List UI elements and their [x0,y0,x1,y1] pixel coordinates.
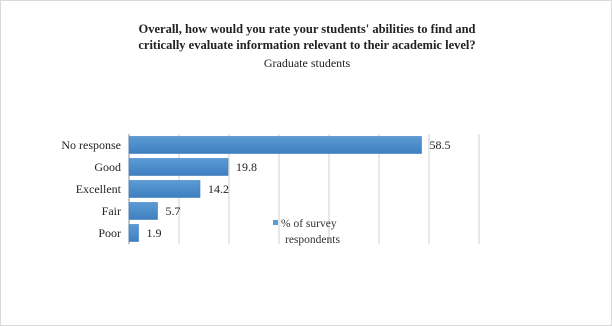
legend-label-line-2: respondents [285,234,340,246]
category-label-good: Good [94,160,121,174]
chart-subtitle: Graduate students [263,56,351,70]
category-label-excellent: Excellent [76,182,122,196]
category-label-poor: Poor [98,226,121,240]
data-label-good: 19.8 [236,160,257,174]
data-label-poor: 1.9 [147,226,162,240]
data-label-no-response: 58.5 [430,138,451,152]
category-label-no-response: No response [61,138,121,152]
category-label-fair: Fair [102,204,121,218]
bar-fair [128,202,158,220]
bar-poor [128,224,139,242]
data-label-excellent: 14.2 [208,182,229,196]
legend-label-line-1: % of survey [281,218,337,230]
chart-legend: % of survey respondents [273,216,383,248]
chart-title-line-2: critically evaluate information relevant… [138,38,476,52]
bar-good [128,158,229,176]
chart-title-line-1: Overall, how would you rate your student… [138,22,476,36]
bar-excellent [128,180,201,198]
legend-swatch [273,220,278,225]
bar-no-response [128,136,422,154]
data-label-fair: 5.7 [166,204,181,218]
